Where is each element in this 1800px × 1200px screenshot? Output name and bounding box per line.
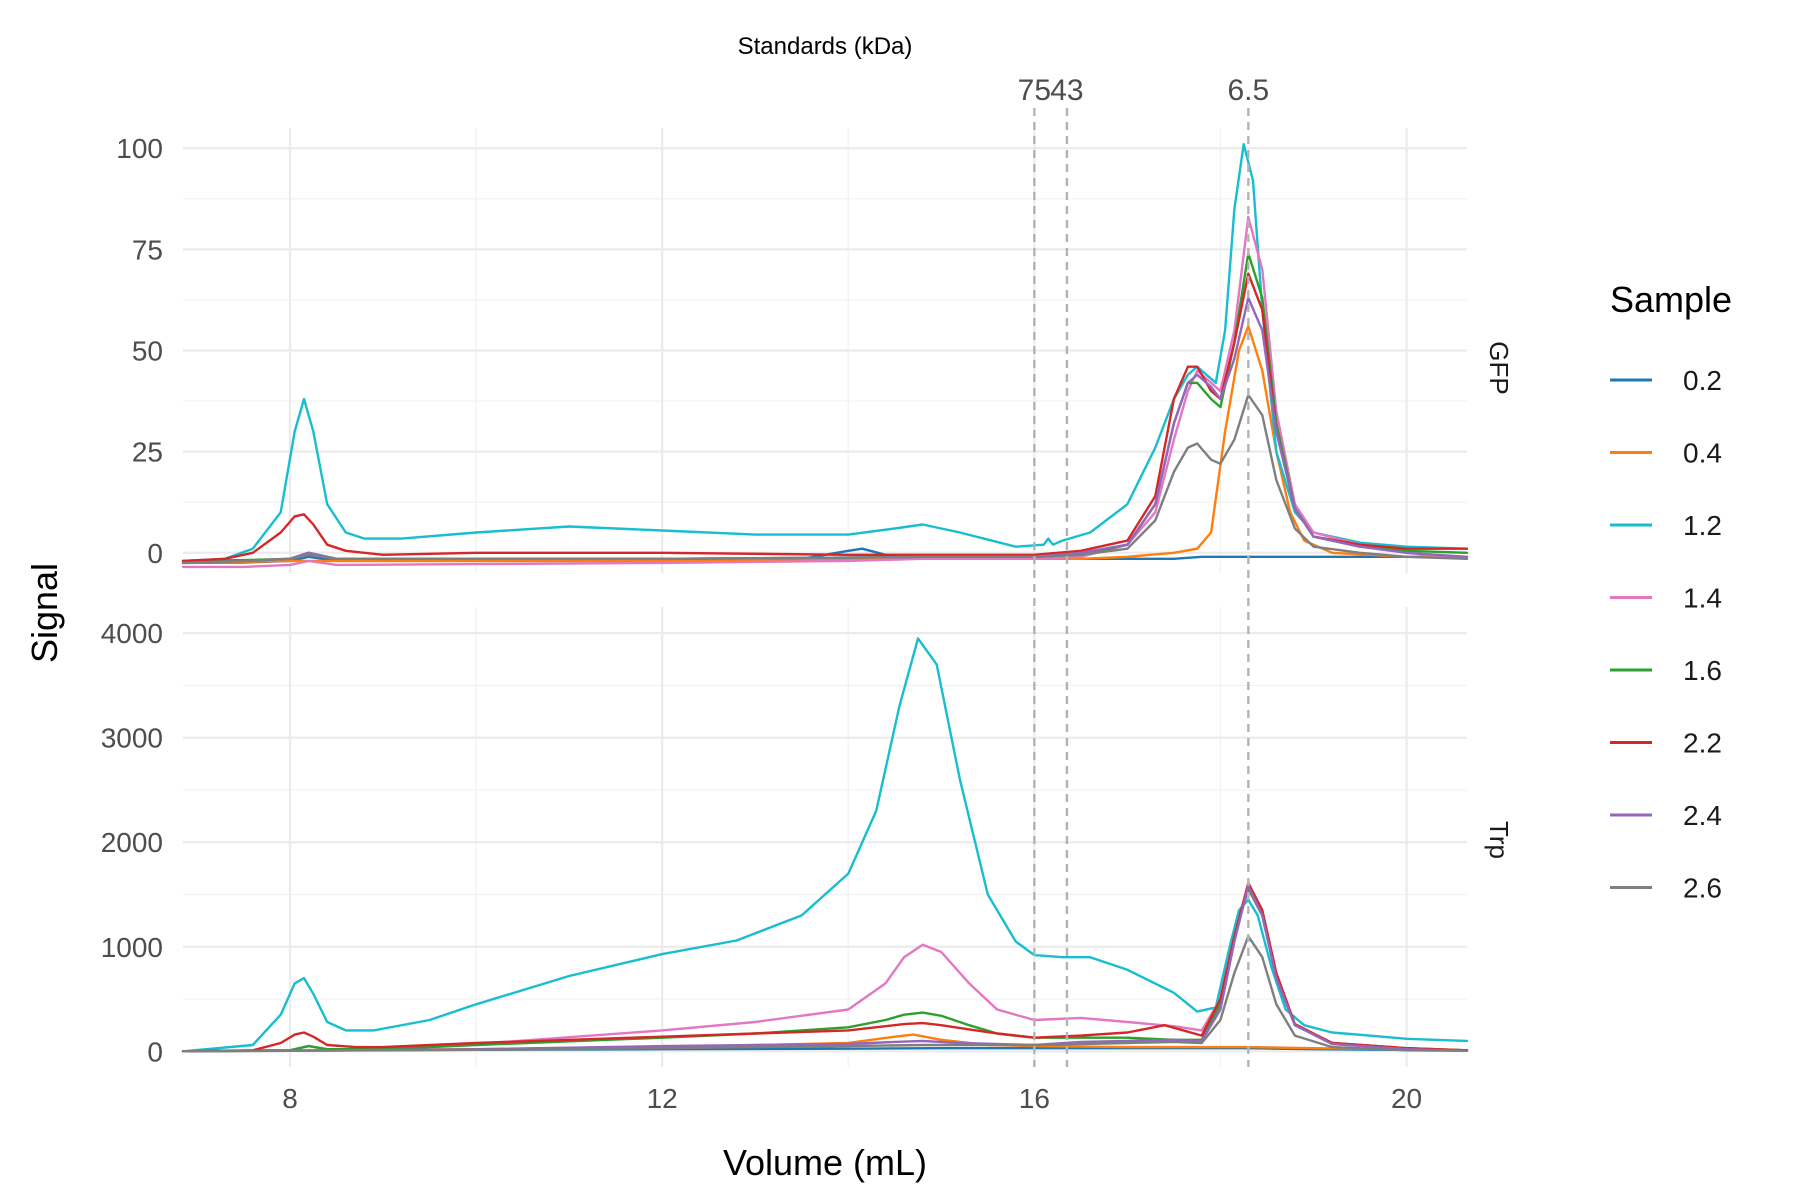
x-axis-title: Volume (mL) [723, 1142, 927, 1183]
y-tick-label: 100 [116, 133, 163, 164]
y-tick-label: 4000 [101, 618, 163, 649]
legend-label-1.6: 1.6 [1683, 655, 1722, 686]
series-line-gfp-2.6 [181, 393, 1469, 565]
y-tick-label: 50 [132, 336, 163, 367]
panel-trp: 0 1000 2000 3000 4000 [101, 607, 1469, 1067]
x-axis: 8 12 16 20 [282, 1083, 1422, 1114]
legend-label-2.4: 2.4 [1683, 800, 1722, 831]
standard-label-75: 75 [1018, 74, 1051, 107]
series-line-gfp-0.2 [181, 547, 1469, 565]
standard-label-6.5: 6.5 [1227, 74, 1269, 107]
y-tick-label: 75 [132, 234, 163, 265]
strip-label-trp: Trp [1484, 821, 1514, 859]
secondary-axis-title: Standards (kDa) [738, 33, 913, 60]
y-tick-label: 0 [147, 1036, 163, 1067]
series-line-trp-2.4 [181, 884, 1469, 1053]
y-tick-label: 3000 [101, 723, 163, 754]
standards-markers: 75 43 6.5 [1018, 74, 1269, 1067]
y-tick-label: 1000 [101, 932, 163, 963]
legend-label-1.2: 1.2 [1683, 510, 1722, 541]
legend-title: Sample [1610, 279, 1732, 320]
legend: Sample 0.2 0.4 1.2 1.4 1.6 2.2 2.4 2.6 [1610, 279, 1732, 904]
x-tick-label: 20 [1391, 1083, 1422, 1114]
y-tick-label: 25 [132, 437, 163, 468]
panel-gfp: 0 25 50 75 100 [116, 128, 1469, 573]
legend-label-0.2: 0.2 [1683, 365, 1722, 396]
legend-label-1.4: 1.4 [1683, 583, 1722, 614]
legend-label-0.4: 0.4 [1683, 438, 1722, 469]
series-line-gfp-1.4 [181, 215, 1469, 569]
legend-label-2.6: 2.6 [1683, 873, 1722, 904]
strip-label-gfp: GFP [1484, 341, 1514, 394]
series-line-gfp-0.4 [181, 325, 1469, 565]
y-tick-label: 0 [147, 538, 163, 569]
y-axis-title: Signal [24, 563, 65, 663]
series-line-trp-2.6 [181, 935, 1469, 1053]
x-tick-label: 8 [282, 1083, 298, 1114]
y-tick-label: 2000 [101, 827, 163, 858]
standard-label-43: 43 [1050, 74, 1083, 107]
series-line-gfp-1.2 [181, 143, 1469, 563]
legend-label-2.2: 2.2 [1683, 728, 1722, 759]
x-tick-label: 12 [647, 1083, 678, 1114]
x-tick-label: 16 [1019, 1083, 1050, 1114]
series-line-trp-2.2 [181, 881, 1469, 1053]
series-line-trp-1.2 [181, 637, 1469, 1053]
